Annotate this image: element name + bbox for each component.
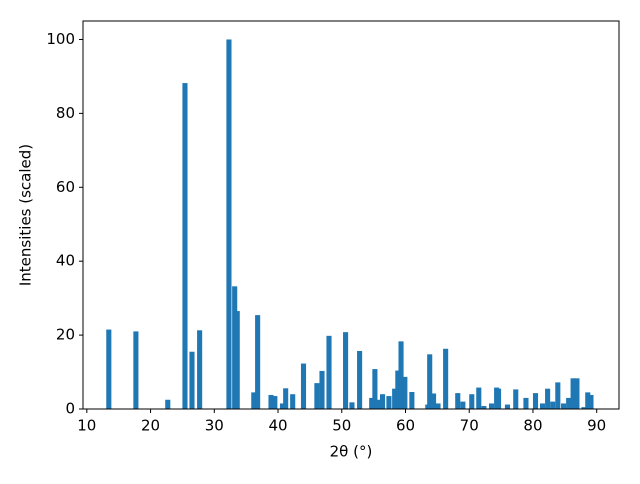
bar [290, 394, 296, 409]
bar [319, 370, 325, 409]
bar [435, 403, 441, 409]
x-tick-label: 80 [523, 417, 542, 435]
bar [268, 394, 274, 409]
x-axis-label: 2θ (°) [330, 443, 373, 461]
bar [469, 394, 475, 409]
bar [539, 403, 546, 409]
bar [443, 348, 449, 409]
y-tick-label: 20 [56, 326, 75, 344]
x-tick-label: 10 [77, 417, 96, 435]
bar [326, 335, 332, 409]
bar [189, 351, 195, 409]
bar [283, 388, 289, 409]
bar [430, 393, 437, 409]
bar [133, 331, 139, 409]
x-tick-label: 30 [205, 417, 224, 435]
x-tick-label: 90 [587, 417, 606, 435]
bar [495, 388, 502, 409]
bar [555, 382, 561, 409]
bar [300, 363, 307, 409]
bar [566, 397, 572, 409]
bar [197, 330, 203, 409]
bar [481, 406, 487, 409]
bar [272, 396, 278, 409]
bar [476, 387, 482, 409]
bar [165, 399, 171, 409]
y-tick-label: 0 [65, 400, 75, 418]
plot-frame [82, 20, 620, 410]
bar [386, 396, 392, 409]
bar [570, 378, 576, 409]
bar [255, 315, 261, 409]
bar [226, 39, 232, 409]
bar [106, 329, 112, 409]
bar [357, 350, 363, 409]
y-axis-label: Intensities (scaled) [17, 144, 35, 286]
bar [392, 388, 398, 409]
x-tick-label: 40 [268, 417, 287, 435]
bar [234, 311, 240, 409]
bar [581, 407, 587, 409]
bar [488, 403, 495, 409]
bar [251, 392, 257, 409]
bar [182, 83, 188, 409]
bar [372, 369, 378, 409]
x-tick-label: 70 [460, 417, 479, 435]
bar [550, 401, 556, 409]
bar [279, 403, 286, 409]
x-tick-label: 20 [141, 417, 160, 435]
bar [395, 370, 401, 409]
x-tick-label: 50 [332, 417, 351, 435]
y-tick-label: 60 [56, 178, 75, 196]
bar [374, 399, 380, 409]
bar [585, 392, 591, 409]
bar [343, 332, 349, 409]
bar [532, 393, 539, 409]
bar [513, 389, 519, 409]
bar [588, 394, 594, 409]
bar [561, 403, 567, 409]
bar [574, 378, 580, 409]
x-tick-label: 60 [396, 417, 415, 435]
bar [349, 402, 355, 409]
bar [545, 388, 551, 409]
bar [460, 401, 466, 409]
bar [504, 404, 511, 409]
bar [427, 354, 433, 409]
bar [379, 394, 386, 409]
y-tick-label: 40 [56, 252, 75, 270]
bar [402, 376, 408, 409]
y-tick-label: 80 [56, 104, 75, 122]
bar [314, 383, 320, 409]
bar [523, 397, 529, 409]
bar [398, 341, 404, 409]
bar [369, 397, 375, 409]
bar [409, 392, 415, 409]
bar [455, 393, 461, 409]
y-tick-label: 100 [46, 30, 75, 48]
